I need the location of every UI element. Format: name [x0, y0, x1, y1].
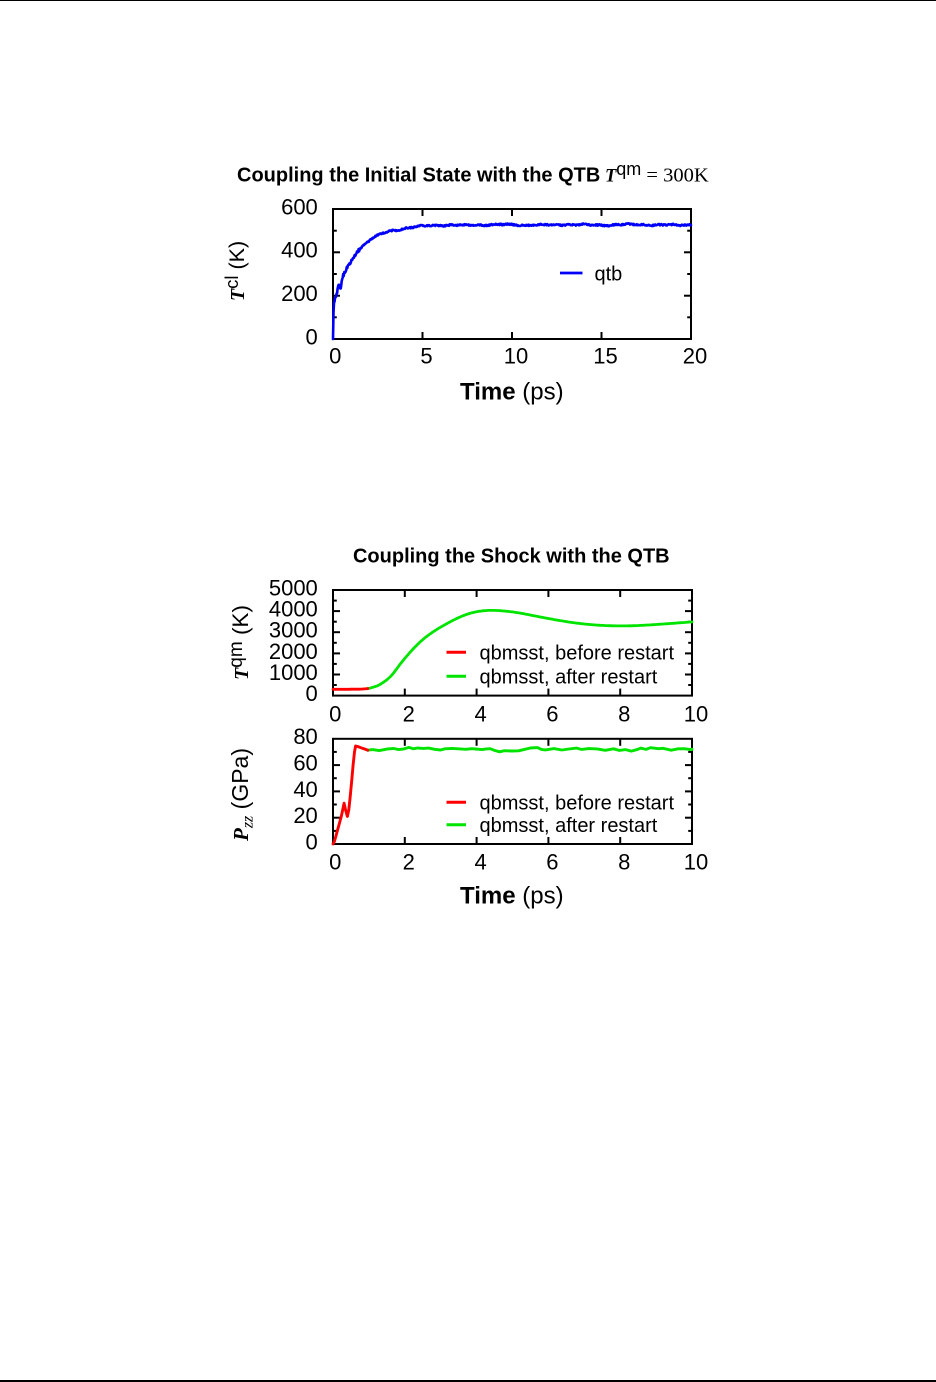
svg-text:0: 0: [306, 324, 318, 349]
svg-text:8: 8: [618, 849, 630, 874]
svg-text:Time (ps): Time (ps): [460, 379, 564, 406]
svg-text:0: 0: [329, 849, 341, 874]
svg-text:600: 600: [281, 194, 318, 219]
svg-text:qbmsst, before restart: qbmsst, before restart: [480, 793, 675, 815]
svg-text:Tcl (K): Tcl (K): [221, 241, 249, 301]
svg-text:Time (ps): Time (ps): [460, 883, 564, 910]
svg-text:8: 8: [618, 702, 630, 727]
svg-text:Coupling the Shock with the QT: Coupling the Shock with the QTB: [353, 546, 670, 568]
svg-text:400: 400: [281, 238, 318, 263]
svg-text:5: 5: [420, 344, 432, 369]
svg-text:qbmsst, before restart: qbmsst, before restart: [480, 643, 675, 665]
svg-text:2: 2: [403, 849, 415, 874]
svg-text:40: 40: [293, 777, 317, 802]
svg-text:1000: 1000: [269, 660, 318, 685]
svg-text:Tqm (K): Tqm (K): [226, 605, 253, 680]
svg-text:20: 20: [293, 803, 317, 828]
svg-text:200: 200: [281, 281, 318, 306]
svg-text:20: 20: [683, 344, 707, 369]
svg-text:qtb: qtb: [595, 263, 623, 285]
svg-text:3000: 3000: [269, 618, 318, 643]
svg-text:2: 2: [403, 702, 415, 727]
svg-text:0: 0: [329, 702, 341, 727]
svg-text:60: 60: [293, 751, 317, 776]
svg-text:10: 10: [684, 849, 708, 874]
svg-text:6: 6: [546, 849, 558, 874]
svg-text:4000: 4000: [269, 597, 318, 622]
svg-text:6: 6: [546, 702, 558, 727]
svg-text:0: 0: [306, 829, 318, 854]
svg-text:10: 10: [504, 344, 528, 369]
svg-text:qbmsst, after restart: qbmsst, after restart: [480, 667, 658, 689]
svg-text:Pzz (GPa): Pzz (GPa): [227, 748, 257, 842]
svg-text:Coupling the Initial State wit: Coupling the Initial State with the QTB …: [237, 159, 709, 187]
svg-text:0: 0: [306, 681, 318, 706]
svg-text:80: 80: [293, 724, 317, 749]
svg-text:4: 4: [474, 849, 486, 874]
svg-text:2000: 2000: [269, 639, 318, 664]
svg-text:5000: 5000: [269, 575, 318, 600]
svg-text:0: 0: [329, 344, 341, 369]
svg-text:4: 4: [474, 702, 486, 727]
svg-text:qbmsst, after restart: qbmsst, after restart: [480, 815, 658, 837]
svg-text:15: 15: [593, 344, 617, 369]
svg-text:10: 10: [684, 702, 708, 727]
